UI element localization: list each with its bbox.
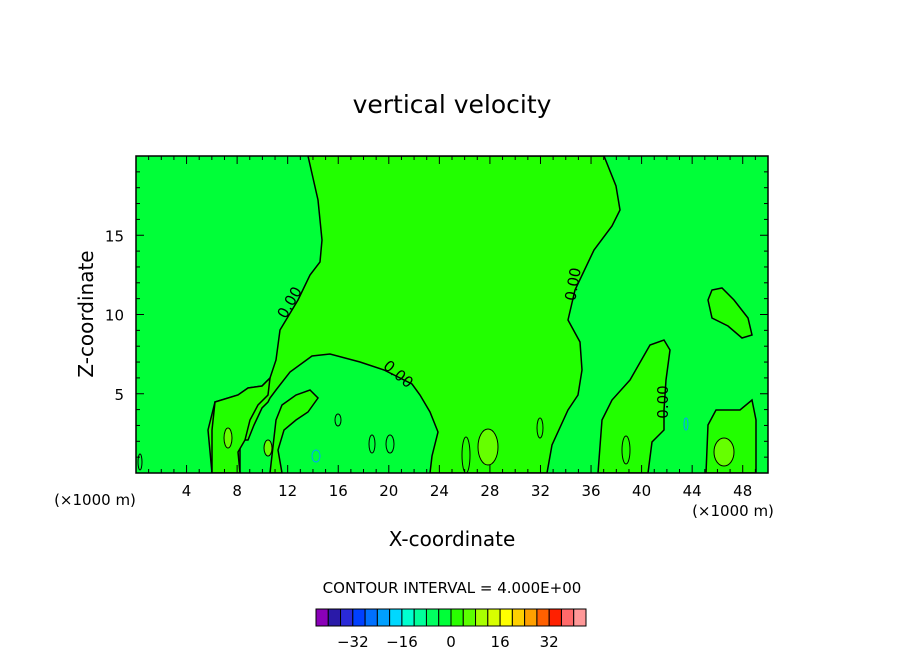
chart-title: vertical velocity <box>353 90 552 119</box>
positive-region-right <box>597 339 671 473</box>
y-axis-label: Z-coordinate <box>74 250 98 377</box>
colorbar-swatch <box>450 608 464 627</box>
contour-interval: CONTOUR INTERVAL = 4.000E+00 <box>323 579 582 597</box>
colorbar-swatch <box>401 608 415 627</box>
x-tick-label: 40 <box>632 482 651 500</box>
small-contour <box>683 417 689 431</box>
x-tick-label: 8 <box>232 482 242 500</box>
plot-area <box>135 155 769 474</box>
colorbar-swatch <box>511 608 526 627</box>
positive-region-mid <box>269 389 319 473</box>
colorbar-swatch <box>524 608 538 627</box>
strong-positive-blob <box>223 427 233 449</box>
colorbar-swatch <box>438 608 452 627</box>
strong-positive-blob <box>713 437 735 467</box>
colorbar-swatch <box>376 608 391 627</box>
x-tick-label: 32 <box>531 482 550 500</box>
colorbar-swatch <box>352 608 366 627</box>
x-tick-label: 16 <box>329 482 348 500</box>
x-unit-right: (×1000 m) <box>692 502 774 520</box>
y-tick-label: 5 <box>114 386 124 404</box>
x-tick-label: 4 <box>182 482 192 500</box>
colorbar-swatch <box>413 608 427 627</box>
x-tick-label: 20 <box>379 482 398 500</box>
colorbar-tick-label: −16 <box>386 633 418 651</box>
small-contour <box>368 434 376 454</box>
colorbar-swatch <box>548 608 562 627</box>
contour-label: 0.00 <box>561 266 585 302</box>
colorbar-swatch <box>499 608 513 627</box>
x-tick-label: 44 <box>683 482 702 500</box>
colorbar-tick-label: 32 <box>540 633 559 651</box>
colorbar-tick-label: 0 <box>446 633 456 651</box>
strong-positive-blob <box>263 439 273 457</box>
small-contour <box>334 413 342 427</box>
colorbar-swatch <box>327 608 342 627</box>
small-contour <box>311 449 321 463</box>
colorbar-swatch <box>560 608 575 627</box>
x-unit-left: (×1000 m) <box>54 491 136 509</box>
contour-label: 0.00 <box>654 385 672 418</box>
small-contour <box>385 434 395 454</box>
x-tick-label: 28 <box>480 482 499 500</box>
x-axis-label: X-coordinate <box>389 527 516 551</box>
colorbar-tick-label: 16 <box>491 633 510 651</box>
colorbar-swatch <box>425 608 440 627</box>
small-contour <box>536 417 544 439</box>
x-tick-label: 24 <box>430 482 449 500</box>
colorbar: −32 −16 0 16 32 <box>315 608 587 651</box>
strong-positive-blob <box>477 428 499 466</box>
y-tick-label: 15 <box>105 227 124 245</box>
colorbar-swatch <box>315 608 329 627</box>
colorbar-swatch <box>364 608 378 627</box>
colorbar-swatch <box>475 608 489 627</box>
x-tick-label: 48 <box>733 482 752 500</box>
y-axis: 5 10 15 <box>105 171 768 458</box>
x-tick-label: 12 <box>278 482 297 500</box>
small-contour <box>137 453 143 471</box>
small-contour <box>461 436 471 473</box>
x-axis: 4 8 12 16 20 24 28 32 36 40 44 48 <box>148 156 756 500</box>
small-contour <box>621 435 631 465</box>
y-tick-label: 10 <box>105 307 124 325</box>
colorbar-swatch <box>389 608 403 627</box>
colorbar-swatch <box>462 608 477 627</box>
colorbar-swatch <box>573 608 587 627</box>
positive-region-blob <box>707 287 753 339</box>
colorbar-swatch <box>536 608 550 627</box>
colorbar-swatch <box>487 608 501 627</box>
positive-region-left <box>211 375 271 473</box>
colorbar-tick-label: −32 <box>337 633 369 651</box>
colorbar-swatch <box>340 608 354 627</box>
x-tick-label: 36 <box>581 482 600 500</box>
